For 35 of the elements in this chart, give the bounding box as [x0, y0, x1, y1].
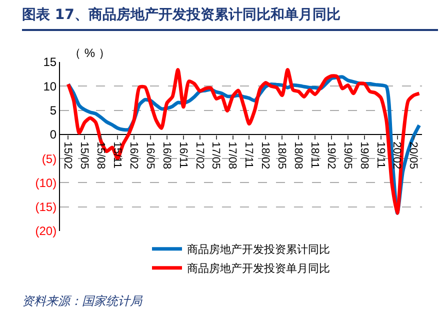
x-tick-label: 15/02 — [62, 142, 74, 170]
x-tick-label: 17/11 — [242, 142, 255, 168]
x-tick-label: 19/02 — [324, 142, 337, 170]
x-tick-label: 19/05 — [341, 142, 354, 170]
chart-title: 图表 17、商品房地产开发投资累计同比和单月同比 — [22, 6, 340, 24]
y-tick-label: 0 — [50, 128, 57, 142]
x-tick-label: 15/05 — [78, 142, 90, 170]
x-tick-label: 16/05 — [144, 142, 156, 170]
x-tick-label: 16/11 — [176, 142, 189, 168]
x-tick-label: 19/11 — [374, 142, 386, 168]
legend-label: 商品房地产开发投资单月同比 — [187, 262, 330, 276]
x-tick-label: 18/05 — [276, 142, 288, 170]
x-tick-label: 15/08 — [94, 142, 107, 170]
x-tick-label: 17/08 — [226, 142, 238, 170]
x-tick-label: 19/08 — [358, 142, 370, 170]
x-tick-label: 20/05 — [407, 142, 420, 170]
y-tick-label: (20) — [35, 224, 57, 238]
x-tick-label: 18/02 — [259, 142, 272, 170]
x-tick-label: 16/02 — [127, 142, 140, 170]
y-axis-title: （ % ） — [69, 46, 110, 60]
y-tick-label: (5) — [42, 152, 57, 166]
x-tick-label: 17/02 — [193, 142, 206, 170]
x-tick-label: 20/02 — [390, 142, 403, 170]
y-tick-label: 10 — [43, 79, 57, 94]
x-tick-label: 18/08 — [292, 142, 304, 170]
y-tick-label: (10) — [35, 176, 57, 190]
x-tick-label: 18/11 — [308, 142, 320, 168]
x-tick-label: 15/11 — [111, 142, 124, 168]
x-tick-label: 16/08 — [160, 142, 172, 170]
legend-label: 商品房地产开发投资累计同比 — [187, 243, 330, 256]
x-tick-label: 17/05 — [210, 142, 222, 170]
text: 资料来源：国家统计局 — [22, 293, 142, 310]
y-tick-label: (15) — [35, 200, 57, 214]
y-tick-label: 15 — [43, 55, 57, 70]
y-tick-label: 5 — [50, 103, 57, 118]
